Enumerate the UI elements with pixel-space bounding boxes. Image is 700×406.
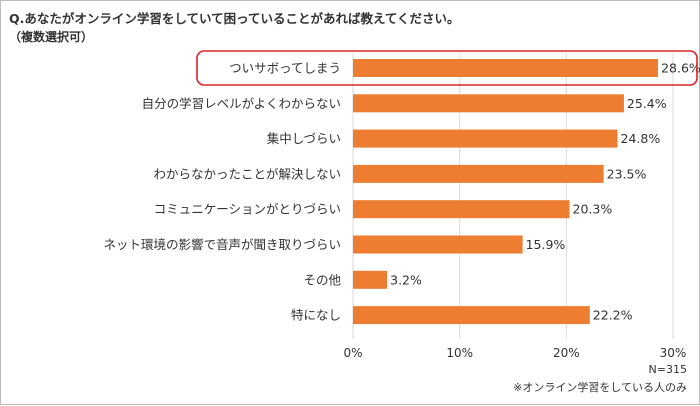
value-label: 28.6% (661, 61, 700, 76)
highlight-group (196, 50, 698, 86)
value-label: 15.9% (526, 237, 566, 252)
sample-size-note: N=315 (648, 363, 687, 376)
bar (353, 94, 624, 113)
x-tick-label: 20% (553, 346, 580, 360)
value-label: 24.8% (621, 131, 661, 146)
highlight-box (196, 50, 698, 86)
bar (353, 235, 523, 254)
category-label: わからなかったことが解決しない (153, 166, 341, 181)
x-tick-label: 30% (660, 346, 687, 360)
bar (353, 200, 570, 219)
value-label: 23.5% (607, 166, 647, 181)
category-label: 集中しづらい (267, 131, 341, 146)
value-label: 20.3% (573, 202, 613, 217)
x-tick-labels: 0% 10% 20% 30% (343, 346, 686, 360)
category-label: 自分の学習レベルがよくわからない (142, 96, 341, 111)
category-label: ついサボってしまう (229, 61, 341, 76)
x-tick-label: 0% (343, 346, 362, 360)
bar (353, 59, 659, 77)
category-label: ネット環境の影響で音声が聞き取りづらい (103, 237, 341, 252)
bar (353, 164, 604, 183)
chart-title: Q.あなたがオンライン学習をしていて困っていることがあれば教えてください。 (9, 11, 460, 26)
category-labels: ついサボってしまう自分の学習レベルがよくわからない集中しづらいわからなかったこと… (103, 61, 341, 323)
scope-note: ※オンライン学習をしている人のみ (513, 381, 687, 394)
value-label: 22.2% (593, 308, 633, 323)
x-tick-label: 10% (446, 346, 473, 360)
category-label: 特になし (291, 308, 341, 323)
bars (353, 59, 659, 325)
category-label: その他 (303, 272, 341, 287)
value-labels: 28.6% 25.4% 24.8% 23.5% 20.3% 15.9% 3.2% 22.2% (390, 61, 700, 323)
chart-subtitle: （複数選択可） (9, 30, 94, 44)
bar (353, 306, 590, 325)
value-label: 25.4% (627, 96, 667, 111)
bar (353, 129, 618, 148)
bar (353, 270, 388, 289)
category-label: コミュニケーションがとりづらい (154, 202, 341, 217)
value-label: 3.2% (390, 272, 422, 287)
